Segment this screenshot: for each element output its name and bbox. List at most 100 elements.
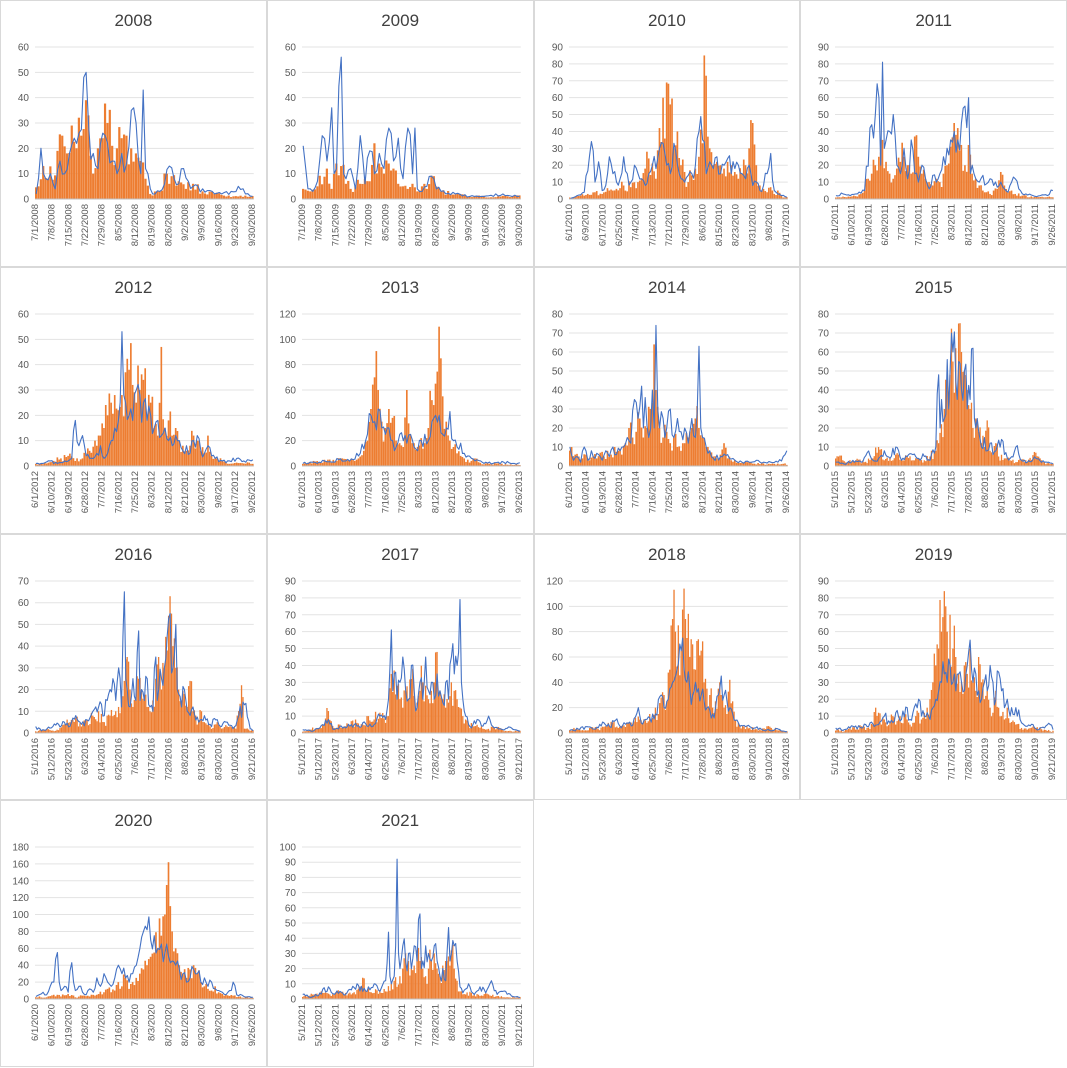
bar bbox=[860, 463, 863, 466]
series-line bbox=[569, 116, 787, 200]
bar bbox=[490, 726, 492, 733]
chart-panel-2016: 2016 0 10 20 30 40 50 60 70 5/1/2016 5/12/2016 5/23… bbox=[0, 533, 267, 801]
bar bbox=[1001, 715, 1003, 733]
bar bbox=[781, 730, 783, 733]
bar bbox=[624, 726, 626, 733]
bar bbox=[133, 392, 136, 466]
bar bbox=[595, 727, 597, 733]
x-tick-label: 9/9/2008 bbox=[197, 204, 208, 241]
bar bbox=[742, 159, 745, 199]
bar bbox=[368, 719, 371, 733]
bar bbox=[246, 196, 249, 199]
bar bbox=[916, 458, 919, 466]
series-line bbox=[302, 408, 520, 465]
bar bbox=[1026, 729, 1029, 733]
bar bbox=[398, 698, 401, 733]
bar bbox=[604, 458, 607, 466]
bar bbox=[453, 690, 455, 733]
bar bbox=[375, 173, 378, 199]
bar bbox=[477, 994, 479, 1000]
bar bbox=[72, 995, 75, 1000]
bar bbox=[400, 983, 402, 1000]
bar bbox=[411, 183, 414, 199]
bar bbox=[579, 195, 581, 199]
bar bbox=[890, 182, 893, 199]
bar bbox=[83, 719, 85, 733]
bar bbox=[172, 175, 176, 199]
bar bbox=[631, 437, 633, 466]
y-tick-label: 50 bbox=[18, 619, 30, 630]
bar bbox=[618, 188, 621, 199]
bar bbox=[929, 698, 931, 733]
x-tick-label: 8/3/2011 bbox=[947, 204, 958, 240]
bar bbox=[158, 191, 161, 199]
y-tick-label: 20 bbox=[285, 436, 297, 447]
bar bbox=[713, 455, 716, 466]
bar bbox=[674, 145, 676, 199]
bar bbox=[139, 161, 142, 199]
bar bbox=[757, 730, 759, 733]
bar bbox=[634, 188, 637, 199]
bar bbox=[75, 717, 77, 733]
bar bbox=[921, 459, 923, 466]
bar bbox=[331, 994, 334, 1000]
bar bbox=[1043, 729, 1046, 733]
bar bbox=[380, 421, 383, 466]
bar bbox=[1026, 461, 1029, 466]
bar bbox=[988, 427, 990, 466]
bar bbox=[334, 728, 336, 733]
bar bbox=[411, 970, 414, 1000]
y-tick-label: 60 bbox=[551, 347, 563, 358]
bar bbox=[663, 138, 666, 199]
bar bbox=[628, 722, 630, 733]
x-tick-label: 6/1/2014 bbox=[564, 471, 575, 508]
x-tick-label: 8/12/2020 bbox=[163, 1004, 174, 1046]
chart-title: 2019 bbox=[914, 544, 953, 564]
bar bbox=[978, 185, 981, 199]
bar bbox=[459, 455, 462, 466]
bar bbox=[622, 185, 624, 199]
bar bbox=[152, 699, 154, 733]
bar bbox=[1012, 459, 1014, 466]
y-tick-label: 100 bbox=[279, 843, 296, 854]
bar bbox=[588, 727, 590, 733]
bar bbox=[672, 589, 675, 733]
bar bbox=[437, 695, 439, 733]
x-tick-label: 8/19/2008 bbox=[147, 204, 158, 246]
bar bbox=[956, 392, 959, 466]
bar bbox=[685, 637, 688, 733]
bar bbox=[69, 996, 71, 1000]
bar bbox=[972, 681, 974, 733]
bar bbox=[244, 195, 247, 199]
x-tick-label: 8/30/2021 bbox=[480, 1004, 491, 1046]
bar bbox=[216, 458, 218, 466]
bar bbox=[384, 722, 386, 733]
bar bbox=[1038, 456, 1040, 466]
bar bbox=[356, 179, 359, 199]
bar bbox=[403, 958, 405, 1000]
bar bbox=[1018, 723, 1020, 733]
bar bbox=[969, 408, 971, 466]
bar bbox=[68, 152, 71, 199]
x-tick-label: 8/8/2021 bbox=[447, 1004, 458, 1041]
bar bbox=[860, 193, 863, 199]
bar bbox=[672, 437, 675, 466]
bar bbox=[82, 129, 85, 199]
x-tick-label: 8/19/2015 bbox=[997, 471, 1008, 513]
bar bbox=[146, 415, 148, 466]
x-tick-label: 6/3/2019 bbox=[880, 738, 891, 775]
bar bbox=[670, 98, 673, 199]
bar bbox=[440, 983, 442, 1000]
bar bbox=[620, 181, 623, 199]
x-tick-label: 8/30/2011 bbox=[997, 204, 1008, 246]
bar bbox=[196, 973, 199, 1000]
bar bbox=[983, 698, 986, 733]
bar bbox=[624, 442, 626, 466]
bar bbox=[220, 728, 223, 733]
bar bbox=[692, 668, 695, 733]
bar bbox=[103, 103, 107, 199]
bar bbox=[753, 463, 755, 466]
bar bbox=[234, 462, 236, 466]
bar bbox=[721, 699, 723, 733]
